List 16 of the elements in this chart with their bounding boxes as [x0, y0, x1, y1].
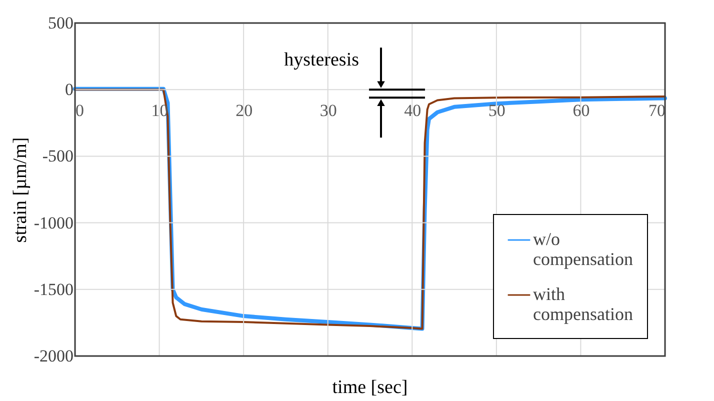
x-tick-label: 20: [236, 101, 253, 120]
y-tick-label: -1000: [34, 213, 74, 232]
x-tick-label: 60: [572, 101, 590, 120]
y-tick-label: -1500: [34, 280, 74, 299]
y-tick-label: -2000: [34, 346, 74, 366]
x-tick-label: 40: [404, 101, 422, 120]
legend-label: with compensation: [533, 284, 633, 324]
y-tick-label: -500: [42, 146, 74, 166]
annotation: hysteresis: [284, 50, 359, 71]
x-tick-label: 50: [488, 101, 506, 120]
legend-label: w/o compensation: [533, 229, 633, 269]
y-tick-label: 0: [65, 80, 74, 100]
x-axis-title: time [sec]: [332, 377, 408, 398]
y-axis-title: strain [µm/m]: [10, 137, 31, 243]
x-tick-label: 30: [320, 101, 337, 120]
y-tick-label: 500: [48, 14, 74, 32]
